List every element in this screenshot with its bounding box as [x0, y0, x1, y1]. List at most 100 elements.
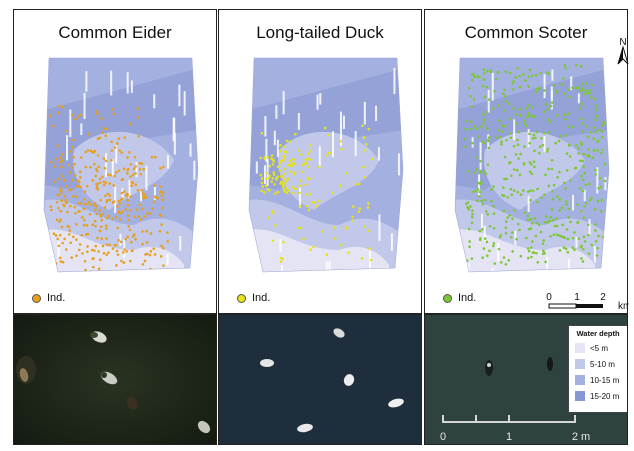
sighting-dot	[515, 168, 519, 172]
sighting-dot	[578, 159, 582, 162]
sighting-dot	[267, 176, 271, 180]
sighting-dot	[272, 173, 276, 176]
sighting-dot	[580, 244, 583, 248]
sighting-dot	[124, 237, 127, 241]
sighting-dot	[83, 197, 86, 201]
sighting-dot	[126, 214, 130, 217]
sighting-dot	[122, 190, 126, 193]
sighting-dot	[503, 177, 506, 181]
sighting-dot	[475, 156, 479, 159]
sighting-dot	[478, 194, 481, 198]
sighting-dot	[587, 252, 591, 256]
sighting-dot	[86, 232, 90, 236]
sighting-dot	[69, 188, 73, 191]
sighting-dot	[468, 245, 471, 248]
sighting-dot	[98, 209, 102, 212]
sighting-dot	[264, 184, 268, 188]
sighting-dot	[149, 250, 153, 253]
sighting-dot	[527, 190, 530, 193]
sighting-dot	[134, 172, 137, 175]
sighting-dot	[470, 215, 474, 219]
sighting-dot	[530, 255, 533, 259]
sighting-dot	[577, 237, 581, 241]
sighting-dot	[498, 119, 501, 122]
sighting-dot	[68, 233, 71, 236]
sighting-dot	[470, 78, 474, 82]
sighting-dot	[563, 181, 566, 185]
sighting-dot	[79, 185, 82, 189]
sighting-dot	[94, 244, 98, 248]
sighting-dot	[288, 140, 292, 143]
sighting-dot	[588, 130, 592, 134]
sighting-dot	[508, 161, 511, 165]
sighting-dot	[509, 136, 513, 140]
sighting-dot	[160, 190, 163, 193]
sighting-dot	[592, 137, 595, 141]
sighting-dot	[584, 81, 588, 85]
sighting-dot	[140, 162, 144, 166]
sighting-dot	[135, 208, 139, 211]
sighting-dot	[117, 199, 121, 203]
sighting-dot	[119, 240, 123, 244]
sighting-dot	[492, 244, 495, 248]
sighting-dot	[482, 78, 486, 81]
sighting-dot	[515, 237, 518, 241]
sighting-dot	[534, 234, 538, 238]
sighting-dot	[594, 168, 597, 172]
sighting-dot	[526, 247, 530, 250]
sighting-dot	[309, 192, 312, 196]
sighting-dot	[580, 121, 584, 125]
sighting-dot	[55, 218, 59, 222]
sighting-dot	[102, 183, 106, 187]
sighting-dot	[74, 195, 78, 198]
sighting-dot	[358, 207, 362, 210]
sighting-dot	[601, 148, 604, 151]
sighting-dot	[570, 86, 574, 90]
sighting-dot	[79, 156, 83, 159]
sighting-dot	[497, 128, 501, 132]
sighting-dot	[84, 165, 88, 169]
sighting-dot	[309, 248, 313, 252]
sighting-dot	[128, 228, 132, 232]
sighting-dot	[141, 207, 144, 211]
sighting-dot	[531, 189, 535, 192]
sighting-dot	[67, 163, 70, 167]
sighting-dot	[145, 241, 149, 244]
sighting-dot	[55, 157, 58, 161]
sighting-dot	[82, 207, 86, 211]
sighting-dot	[95, 185, 99, 188]
sighting-dot	[127, 225, 131, 228]
photo-scale-tick: 2 m	[572, 431, 590, 443]
sighting-dot	[102, 252, 106, 255]
sighting-dot	[492, 226, 496, 230]
sighting-dot	[568, 95, 572, 99]
sighting-dot	[130, 240, 133, 244]
sighting-dot	[294, 187, 297, 191]
sighting-dot	[579, 107, 582, 110]
sighting-dot	[101, 131, 105, 135]
sighting-dot	[471, 212, 474, 216]
sighting-dot	[290, 162, 294, 165]
sighting-dot	[363, 175, 367, 179]
sighting-dot	[521, 72, 525, 76]
sighting-dot	[105, 227, 108, 230]
sighting-dot	[532, 251, 536, 254]
sighting-dot	[73, 162, 77, 166]
sighting-dot	[271, 163, 275, 166]
legend-label: Ind.	[252, 292, 271, 304]
sighting-dot	[96, 236, 99, 240]
sighting-dot	[59, 260, 63, 263]
sighting-dot	[347, 251, 350, 254]
sighting-dot	[542, 239, 545, 242]
sighting-dot	[573, 166, 577, 170]
sighting-dot	[136, 188, 140, 192]
sighting-dot	[99, 225, 103, 228]
photo-scale-tick: 1	[506, 431, 512, 443]
sighting-dot	[539, 230, 543, 234]
sighting-dot	[503, 155, 507, 159]
sighting-dot	[117, 137, 121, 140]
sighting-dot	[528, 68, 532, 72]
sighting-dot	[60, 152, 64, 156]
sighting-dot	[370, 157, 374, 161]
sighting-dot	[317, 199, 321, 203]
